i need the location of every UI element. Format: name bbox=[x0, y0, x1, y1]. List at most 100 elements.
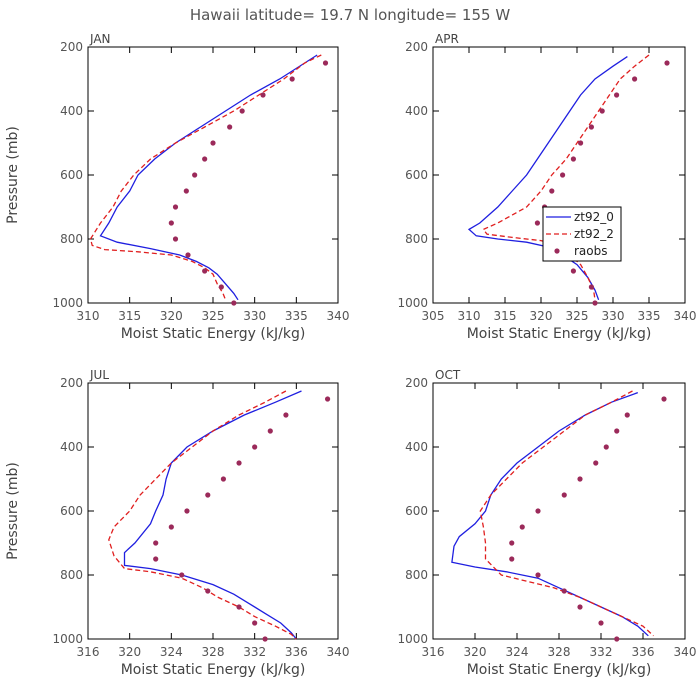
raobs-point bbox=[236, 460, 242, 466]
plot-frame bbox=[432, 46, 686, 304]
y-tick-label: 200 bbox=[60, 40, 83, 54]
raobs-point bbox=[205, 492, 211, 498]
raobs-point bbox=[289, 76, 295, 82]
x-tick-label: 320 bbox=[160, 309, 183, 323]
x-tick-label: 310 bbox=[458, 309, 481, 323]
x-tick-label: 325 bbox=[202, 309, 225, 323]
zt92_0-line bbox=[99, 54, 318, 301]
zt92_2-line bbox=[108, 390, 297, 640]
raobs-point bbox=[593, 460, 599, 466]
raobs-point bbox=[588, 284, 595, 290]
raobs-point bbox=[168, 220, 174, 226]
plot-frame bbox=[87, 382, 339, 640]
chart-panel-jul: 316 320 324 328 332 336 340 200 400 600 800 1000 JUL… bbox=[5, 368, 349, 678]
chart-panel-oct: 316 320 324 328 332 336 340 200 400 600 800 1000 OCT… bbox=[397, 368, 696, 678]
y-tick-label: 400 bbox=[60, 104, 83, 118]
x-tick-label: 336 bbox=[632, 645, 655, 659]
x-tick-label: 332 bbox=[590, 645, 613, 659]
raobs-point bbox=[179, 572, 185, 578]
raobs-point bbox=[577, 476, 583, 482]
raobs-point bbox=[210, 140, 216, 146]
panel-month-label: OCT bbox=[435, 368, 461, 382]
x-tick-label: 324 bbox=[506, 645, 529, 659]
x-tick-label: 340 bbox=[674, 645, 697, 659]
panels-container: 310 315 320 325 330 335 340 200 400 600 800 1000 JAN… bbox=[5, 32, 696, 678]
raobs-point bbox=[205, 588, 211, 594]
x-tick-label: 340 bbox=[327, 309, 350, 323]
y-tick-label: 200 bbox=[405, 376, 428, 390]
raobs-point bbox=[570, 268, 577, 274]
x-tick-label: 330 bbox=[602, 309, 625, 323]
x-axis-label: Moist Static Energy (kJ/kg) bbox=[121, 662, 306, 678]
y-axis-label: Pressure (mb) bbox=[5, 462, 21, 560]
y-tick-label: 200 bbox=[405, 40, 428, 54]
raobs-point bbox=[185, 252, 191, 258]
x-tick-label: 335 bbox=[285, 309, 308, 323]
raobs-point bbox=[614, 636, 620, 642]
x-tick-label: 316 bbox=[422, 645, 445, 659]
x-tick-label: 310 bbox=[77, 309, 100, 323]
raobs-point bbox=[184, 508, 190, 514]
raobs-point bbox=[231, 300, 237, 306]
legend-raobs-marker bbox=[554, 248, 560, 254]
zt92_0-line bbox=[467, 56, 628, 301]
raobs-point bbox=[535, 508, 541, 514]
y-tick-label: 600 bbox=[405, 504, 428, 518]
plot-frame bbox=[87, 46, 339, 304]
zt92_2-line bbox=[482, 54, 650, 300]
x-tick-label: 316 bbox=[77, 645, 100, 659]
legend-label-zt92_2: zt92_2 bbox=[574, 227, 614, 241]
raobs-point bbox=[509, 556, 515, 562]
zt92_0-line bbox=[451, 391, 649, 637]
raobs-point bbox=[599, 108, 605, 114]
raobs-point bbox=[664, 60, 670, 66]
raobs-point bbox=[227, 124, 233, 130]
raobs-point bbox=[202, 156, 208, 162]
raobs-point bbox=[588, 124, 595, 130]
raobs-point bbox=[153, 540, 159, 546]
y-tick-label: 600 bbox=[60, 168, 83, 182]
x-tick-label: 340 bbox=[674, 309, 697, 323]
raobs-point bbox=[614, 92, 620, 98]
y-axis-label: Pressure (mb) bbox=[5, 126, 21, 224]
chart-panel-apr: 305 310 315 320 325 330 335 340 200 400 600 800 1000… bbox=[397, 32, 696, 342]
raobs-point bbox=[535, 572, 541, 578]
chart-panel-jan: 310 315 320 325 330 335 340 200 400 600 800 1000 JAN… bbox=[5, 32, 349, 342]
raobs-point bbox=[260, 92, 266, 98]
raobs-point bbox=[603, 444, 609, 450]
raobs-point bbox=[561, 492, 567, 498]
raobs-point bbox=[578, 140, 584, 146]
x-tick-label: 335 bbox=[638, 309, 661, 323]
raobs-point bbox=[592, 300, 598, 306]
x-axis-label: Moist Static Energy (kJ/kg) bbox=[467, 326, 652, 342]
raobs-point bbox=[324, 396, 331, 402]
y-tick-label: 800 bbox=[60, 568, 83, 582]
x-tick-label: 320 bbox=[118, 645, 141, 659]
y-tick-label: 800 bbox=[405, 568, 428, 582]
raobs-point bbox=[153, 556, 159, 562]
raobs-point bbox=[172, 204, 179, 210]
raobs-point bbox=[267, 428, 273, 434]
x-tick-label: 305 bbox=[422, 309, 445, 323]
raobs-point bbox=[168, 524, 174, 530]
raobs-point bbox=[252, 620, 258, 626]
raobs-point bbox=[632, 76, 638, 82]
raobs-point bbox=[172, 236, 179, 242]
x-tick-label: 315 bbox=[494, 309, 517, 323]
y-tick-label: 1000 bbox=[397, 296, 428, 310]
y-tick-label: 400 bbox=[60, 440, 83, 454]
raobs-point bbox=[322, 60, 329, 66]
raobs-point bbox=[202, 268, 208, 274]
raobs-point bbox=[192, 172, 198, 178]
x-tick-label: 320 bbox=[464, 645, 487, 659]
raobs-point bbox=[598, 620, 604, 626]
raobs-point bbox=[577, 604, 583, 610]
x-tick-label: 340 bbox=[327, 645, 350, 659]
zt92_2-line bbox=[89, 54, 322, 301]
figure-title: Hawaii latitude= 19.7 N longitude= 155 W bbox=[190, 6, 510, 24]
y-tick-label: 200 bbox=[60, 376, 83, 390]
raobs-point bbox=[220, 476, 227, 482]
zt92_2-line bbox=[479, 390, 654, 637]
x-tick-label: 328 bbox=[202, 645, 225, 659]
